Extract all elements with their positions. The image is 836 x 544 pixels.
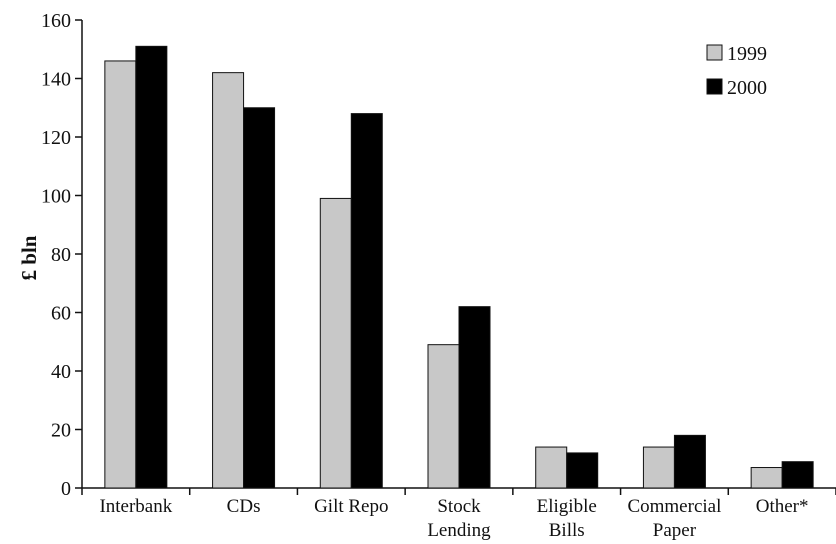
- bar-1999-4: [535, 446, 568, 489]
- x-tick-label: Stock: [437, 496, 481, 517]
- bar-1999-2: [319, 197, 352, 489]
- legend-swatch-2000: [706, 78, 723, 95]
- y-axis-label: £ bln: [17, 235, 41, 280]
- bar-2000-0: [135, 45, 168, 489]
- x-tick-label: Commercial: [627, 496, 721, 517]
- bar-2000-6: [781, 461, 814, 489]
- y-tick-label: 60: [51, 303, 71, 325]
- legend: 1999 2000: [706, 43, 767, 99]
- y-tick-label: 100: [41, 186, 71, 208]
- x-tick-label: Paper: [653, 520, 697, 541]
- x-tick-label: Interbank: [99, 496, 172, 517]
- x-axis: Interbank CDs Gilt Repo Stock Lending Eligibl…: [81, 487, 836, 541]
- x-tick-label: Other*: [756, 496, 809, 517]
- y-tick-label: 120: [41, 127, 71, 149]
- legend-label-2000: 2000: [727, 77, 767, 99]
- legend-swatch-1999: [706, 44, 723, 61]
- legend-label-1999: 1999: [727, 43, 767, 65]
- y-tick-label: 40: [51, 361, 71, 383]
- bar-1999-0: [104, 60, 137, 489]
- bar-2000-5: [673, 434, 706, 489]
- bar-1999-1: [212, 72, 245, 489]
- bar-2000-1: [243, 107, 276, 489]
- y-tick-label: 0: [61, 478, 71, 500]
- x-tick-label: Gilt Repo: [314, 496, 388, 517]
- bars: [104, 45, 814, 489]
- bar-2000-2: [350, 113, 383, 489]
- x-tick-label: CDs: [227, 496, 261, 517]
- y-tick-label: 140: [41, 69, 71, 91]
- x-tick-label: Eligible: [537, 496, 597, 517]
- x-tick-label: Bills: [549, 520, 585, 541]
- y-tick-label: 80: [51, 244, 71, 266]
- y-tick-label: 20: [51, 420, 71, 442]
- bar-1999-3: [427, 344, 460, 489]
- bar-2000-4: [566, 452, 599, 489]
- y-axis: 0 20 40 60 80 100 120 140 160: [41, 10, 83, 500]
- y-tick-label: 160: [41, 10, 71, 32]
- bar-1999-5: [642, 446, 675, 489]
- bar-1999-6: [750, 467, 783, 489]
- x-tick-label: Lending: [427, 520, 491, 541]
- bar-2000-3: [458, 306, 491, 489]
